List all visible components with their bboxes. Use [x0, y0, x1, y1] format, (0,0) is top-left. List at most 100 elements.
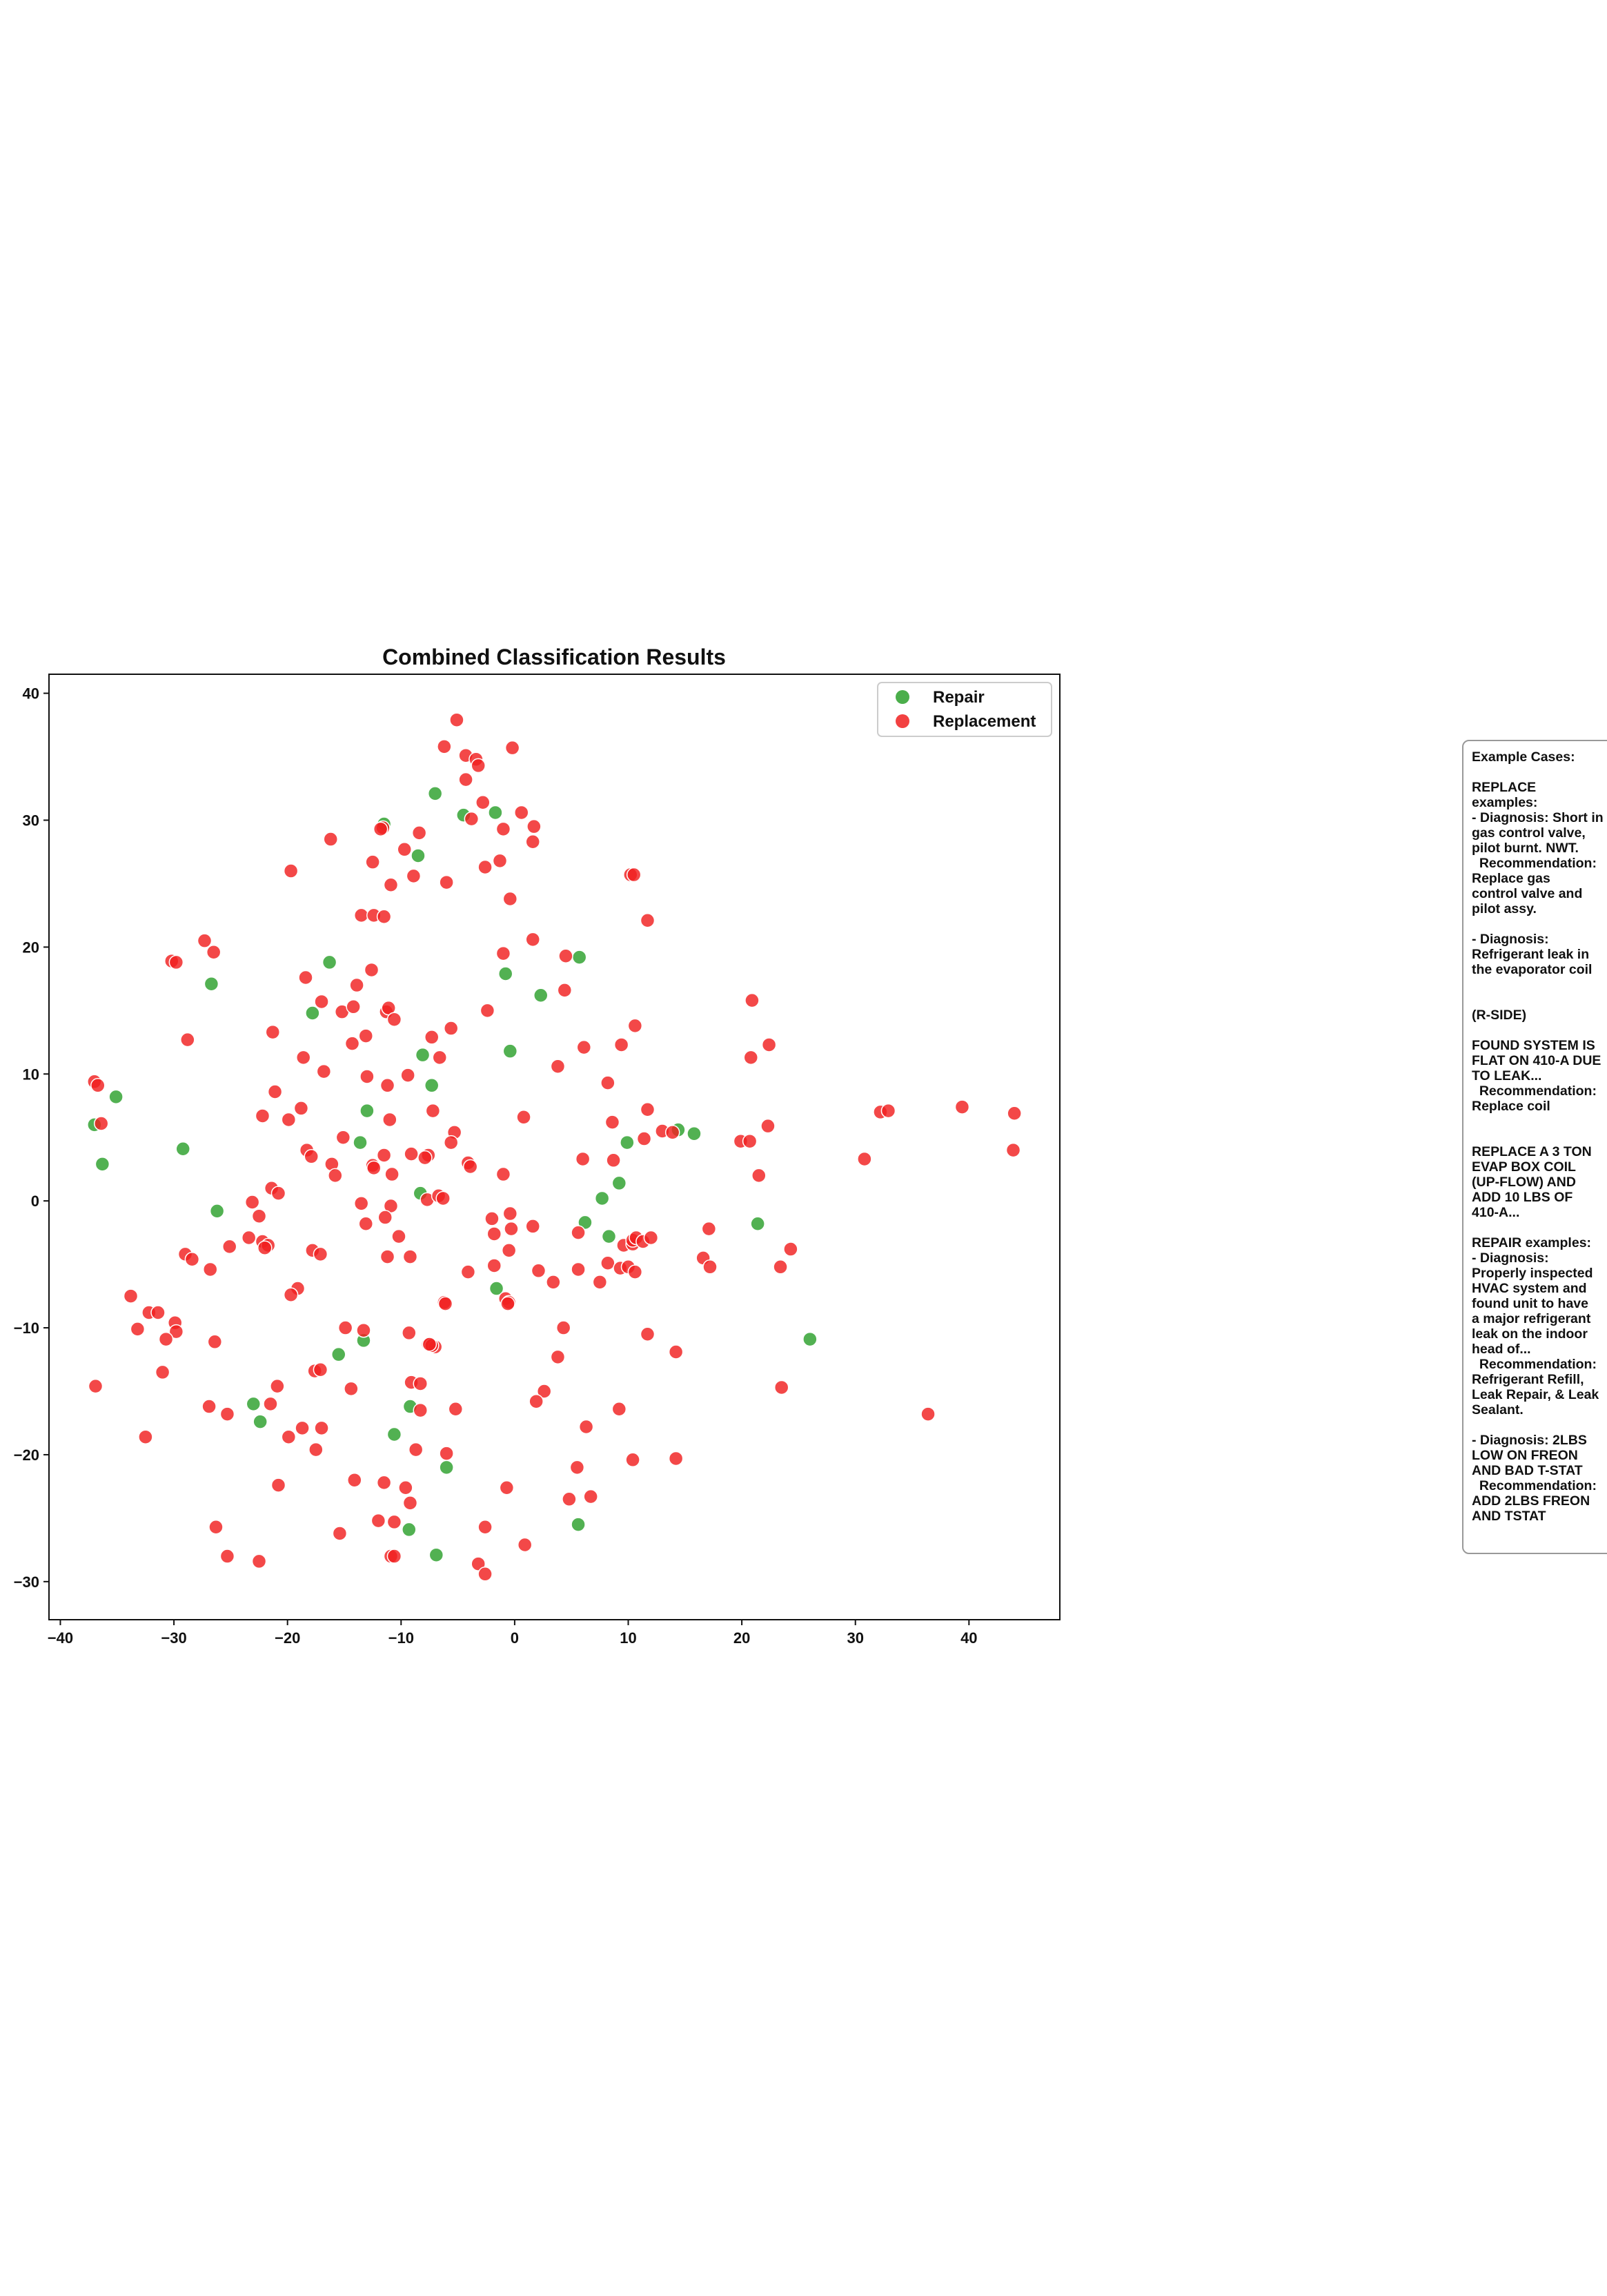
replacement-point [376, 909, 392, 924]
replacement-point [379, 1078, 395, 1093]
replacement-point [606, 1152, 621, 1168]
replacement-point [281, 1112, 297, 1128]
repair-point [620, 1135, 635, 1150]
replacement-point [197, 933, 213, 948]
data-points [87, 712, 1022, 1582]
replacement-point [640, 913, 655, 928]
repair-point [253, 1414, 268, 1429]
replacement-point [460, 1264, 476, 1279]
replacement-point [366, 1160, 382, 1176]
replacement-point [571, 1225, 586, 1240]
repair-point [488, 805, 503, 821]
replacement-point [437, 1296, 453, 1311]
replacement-point [439, 874, 454, 890]
replacement-point [625, 1452, 640, 1468]
replacement-point [462, 1159, 478, 1175]
replacement-point [495, 945, 511, 961]
repair-point [489, 1281, 504, 1296]
replacement-point [920, 1406, 936, 1422]
replacement-point [954, 1099, 970, 1115]
replacement-point [168, 1324, 184, 1340]
replacement-point [402, 1325, 417, 1341]
replacement-point [270, 1378, 285, 1394]
replacement-point [640, 1102, 655, 1117]
replacement-point [525, 932, 540, 948]
replacement-point [502, 891, 518, 907]
replacement-point [501, 1243, 517, 1258]
repair-point [322, 954, 337, 970]
replacement-point [443, 1135, 459, 1150]
replacement-point [555, 1320, 571, 1335]
replacement-point [448, 1401, 464, 1417]
replacement-point [604, 1115, 620, 1130]
replacement-point [516, 1110, 531, 1125]
replacement-point [221, 1239, 237, 1255]
y-tick-label: 30 [23, 812, 39, 829]
replacement-point [517, 1537, 533, 1553]
replacement-point [458, 772, 473, 787]
replacement-point [504, 1221, 519, 1237]
replacement-point [486, 1226, 502, 1242]
replacement-point [168, 954, 184, 970]
repair-point [750, 1216, 765, 1232]
replacement-point [404, 1146, 419, 1161]
replacement-point [578, 1419, 594, 1435]
repair-point [802, 1331, 818, 1347]
repair-point [571, 950, 587, 965]
replacement-point [251, 1553, 267, 1569]
replacement-point [371, 1513, 386, 1529]
replacement-point [477, 859, 493, 875]
replacement-point [314, 1420, 329, 1436]
replacement-point [592, 1275, 608, 1290]
replacement-point [383, 877, 399, 893]
replacement-point [417, 1150, 433, 1166]
replacement-point [413, 1376, 428, 1391]
replacement-point [495, 1166, 511, 1182]
replacement-point [760, 1118, 776, 1134]
replacement-point [1007, 1106, 1022, 1121]
chart-title: Combined Classification Results [382, 645, 726, 669]
replacement-point [270, 1478, 286, 1493]
replacement-point [471, 758, 486, 774]
replacement-point [353, 907, 369, 923]
replacement-point [640, 1326, 655, 1342]
replacement-point [583, 1489, 598, 1504]
y-tick-label: −10 [14, 1319, 39, 1337]
replacement-point [558, 948, 573, 963]
replacement-point [626, 867, 642, 883]
replacement-point [857, 1151, 872, 1167]
replacement-point [384, 1166, 400, 1182]
replacement-point [397, 842, 412, 857]
replacement-point [525, 834, 540, 850]
repair-point [108, 1089, 124, 1105]
legend-box [877, 682, 1052, 737]
replacement-point [546, 1275, 561, 1290]
replacement-point [251, 1208, 267, 1224]
replacement-point [475, 794, 491, 810]
example-cases-text: Example Cases: REPLACE examples: - Diagn… [1472, 749, 1604, 1524]
replacement-point [347, 1472, 362, 1488]
replacement-point [219, 1406, 235, 1422]
replacement-point [668, 1451, 684, 1466]
replacement-point [304, 1149, 319, 1164]
replacement-point [337, 1320, 353, 1335]
replacement-point [265, 1024, 281, 1040]
repair-point [601, 1228, 617, 1244]
replacement-point [411, 825, 427, 841]
repair-point [424, 1078, 440, 1093]
replacement-point [335, 1130, 351, 1145]
replacement-point [783, 1242, 798, 1257]
replacement-point [668, 1344, 684, 1360]
repair-point [175, 1141, 190, 1157]
replacement-point [377, 1210, 393, 1225]
replacement-point [550, 1059, 566, 1074]
replacement-point [88, 1378, 103, 1394]
replacement-point [514, 805, 529, 821]
repair-point [411, 848, 426, 863]
replacement-point [138, 1429, 153, 1444]
repair-point [353, 1135, 368, 1150]
replacement-point [184, 1251, 200, 1267]
replacement-point [562, 1491, 577, 1507]
replacement-point [281, 1429, 297, 1444]
y-tick-label: −20 [14, 1446, 39, 1464]
